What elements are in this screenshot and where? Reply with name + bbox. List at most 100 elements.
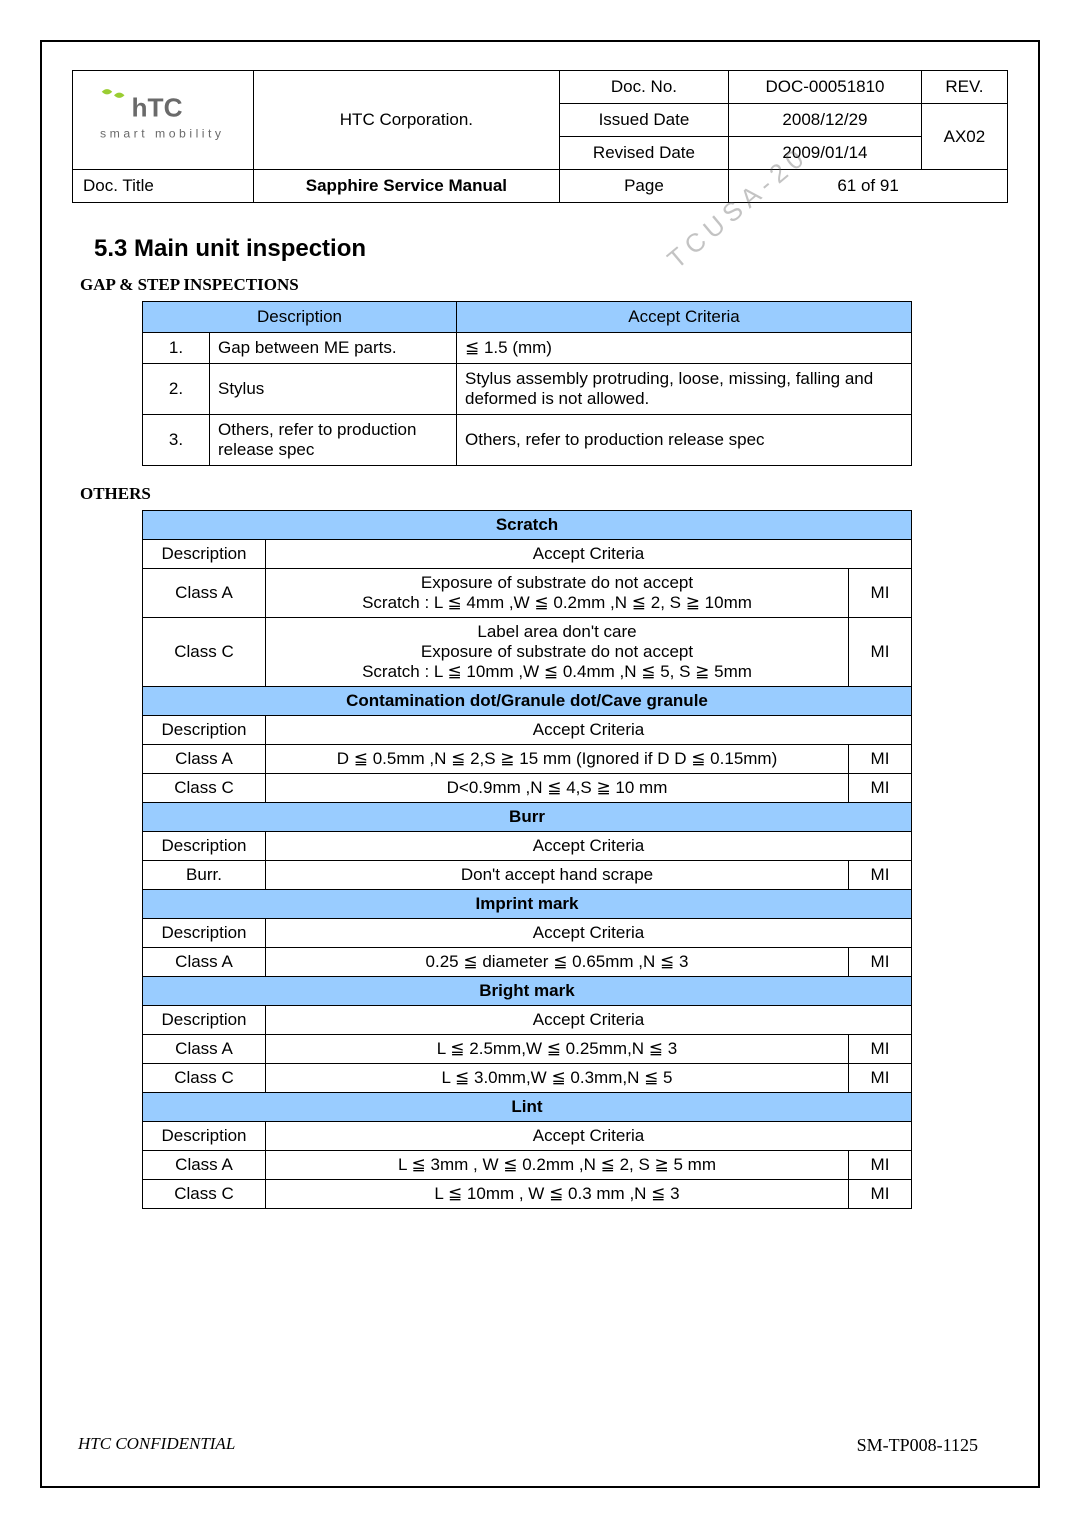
criteria-text: Don't accept hand scrape xyxy=(266,861,849,890)
gap-criteria: Others, refer to production release spec xyxy=(457,415,912,466)
criteria-text: 0.25 ≦ diameter ≦ 0.65mm ,N ≦ 3 xyxy=(266,948,849,977)
criteria-text: Label area don't careExposure of substra… xyxy=(266,618,849,687)
criteria-row: Class CL ≦ 10mm , W ≦ 0.3 mm ,N ≦ 3MI xyxy=(143,1180,912,1209)
section-title: 5.3 Main unit inspection xyxy=(94,235,1008,263)
criteria-text: D<0.9mm ,N ≦ 4,S ≧ 10 mm xyxy=(266,774,849,803)
criteria-header-row: DescriptionAccept Criteria xyxy=(143,919,912,948)
header-table: hTC smart mobility HTC Corporation. Doc.… xyxy=(72,70,1008,203)
criteria-mi: MI xyxy=(849,1035,912,1064)
criteria-class: Class A xyxy=(143,1035,266,1064)
category-name: Bright mark xyxy=(143,977,912,1006)
criteria-mi: MI xyxy=(849,569,912,618)
footer-code: SM-TP008-1125 xyxy=(857,1435,978,1456)
criteria-text: L ≦ 3mm , W ≦ 0.2mm ,N ≦ 2, S ≧ 5 mm xyxy=(266,1151,849,1180)
revised-date: 2009/01/14 xyxy=(729,137,922,170)
col-description: Description xyxy=(143,1006,266,1035)
revised-label: Revised Date xyxy=(559,137,728,170)
col-accept-criteria: Accept Criteria xyxy=(266,716,912,745)
doc-title-label: Doc. Title xyxy=(73,170,254,203)
gap-criteria: Stylus assembly protruding, loose, missi… xyxy=(457,364,912,415)
criteria-row: Class A0.25 ≦ diameter ≦ 0.65mm ,N ≦ 3MI xyxy=(143,948,912,977)
gap-criteria: ≦ 1.5 (mm) xyxy=(457,333,912,364)
footer-confidential: HTC CONFIDENTIAL xyxy=(78,1434,235,1454)
criteria-mi: MI xyxy=(849,1151,912,1180)
rev-label: REV. xyxy=(921,71,1007,104)
criteria-row: Class AL ≦ 3mm , W ≦ 0.2mm ,N ≦ 2, S ≧ 5… xyxy=(143,1151,912,1180)
gap-row: 1.Gap between ME parts.≦ 1.5 (mm) xyxy=(143,333,912,364)
issued-label: Issued Date xyxy=(559,104,728,137)
category-row: Bright mark xyxy=(143,977,912,1006)
gap-row: 2.StylusStylus assembly protruding, loos… xyxy=(143,364,912,415)
criteria-row: Class CD<0.9mm ,N ≦ 4,S ≧ 10 mmMI xyxy=(143,774,912,803)
criteria-text: D ≦ 0.5mm ,N ≦ 2,S ≧ 15 mm (Ignored if D… xyxy=(266,745,849,774)
col-accept-criteria: Accept Criteria xyxy=(266,1006,912,1035)
criteria-mi: MI xyxy=(849,774,912,803)
criteria-class: Class A xyxy=(143,1151,266,1180)
doc-no-label: Doc. No. xyxy=(559,71,728,104)
others-table: ScratchDescriptionAccept CriteriaClass A… xyxy=(142,510,912,1209)
corporation-name: HTC Corporation. xyxy=(254,71,560,170)
criteria-row: Burr.Don't accept hand scrapeMI xyxy=(143,861,912,890)
criteria-row: Class CL ≦ 3.0mm,W ≦ 0.3mm,N ≦ 5MI xyxy=(143,1064,912,1093)
category-name: Contamination dot/Granule dot/Cave granu… xyxy=(143,687,912,716)
col-accept-criteria: Accept Criteria xyxy=(266,540,912,569)
criteria-header-row: DescriptionAccept Criteria xyxy=(143,832,912,861)
svg-text:smart mobility: smart mobility xyxy=(100,126,225,140)
criteria-mi: MI xyxy=(849,745,912,774)
col-accept-criteria: Accept Criteria xyxy=(266,832,912,861)
category-row: Burr xyxy=(143,803,912,832)
criteria-class: Class C xyxy=(143,1064,266,1093)
criteria-class: Class A xyxy=(143,745,266,774)
criteria-mi: MI xyxy=(849,618,912,687)
category-row: Scratch xyxy=(143,511,912,540)
page-label: Page xyxy=(559,170,728,203)
gap-desc: Stylus xyxy=(210,364,457,415)
col-description: Description xyxy=(143,919,266,948)
criteria-class: Burr. xyxy=(143,861,266,890)
criteria-text: L ≦ 3.0mm,W ≦ 0.3mm,N ≦ 5 xyxy=(266,1064,849,1093)
issued-date: 2008/12/29 xyxy=(729,104,922,137)
gap-desc: Others, refer to production release spec xyxy=(210,415,457,466)
htc-logo: hTC smart mobility xyxy=(88,83,238,153)
criteria-header-row: DescriptionAccept Criteria xyxy=(143,1122,912,1151)
gap-col-desc: Description xyxy=(143,302,457,333)
criteria-mi: MI xyxy=(849,1064,912,1093)
criteria-mi: MI xyxy=(849,861,912,890)
gap-step-table: Description Accept Criteria 1.Gap betwee… xyxy=(142,301,912,466)
criteria-mi: MI xyxy=(849,948,912,977)
category-name: Imprint mark xyxy=(143,890,912,919)
svg-text:hTC: hTC xyxy=(132,92,183,122)
doc-title: Sapphire Service Manual xyxy=(254,170,560,203)
col-accept-criteria: Accept Criteria xyxy=(266,919,912,948)
criteria-class: Class C xyxy=(143,1180,266,1209)
category-row: Lint xyxy=(143,1093,912,1122)
criteria-header-row: DescriptionAccept Criteria xyxy=(143,1006,912,1035)
logo-cell: hTC smart mobility xyxy=(73,71,254,170)
criteria-row: Class CLabel area don't careExposure of … xyxy=(143,618,912,687)
col-description: Description xyxy=(143,832,266,861)
gap-index: 2. xyxy=(143,364,210,415)
criteria-text: L ≦ 2.5mm,W ≦ 0.25mm,N ≦ 3 xyxy=(266,1035,849,1064)
criteria-row: Class AExposure of substrate do not acce… xyxy=(143,569,912,618)
category-name: Lint xyxy=(143,1093,912,1122)
gap-row: 3.Others, refer to production release sp… xyxy=(143,415,912,466)
others-subhead: OTHERS xyxy=(80,484,1008,504)
criteria-class: Class C xyxy=(143,618,266,687)
col-accept-criteria: Accept Criteria xyxy=(266,1122,912,1151)
criteria-text: L ≦ 10mm , W ≦ 0.3 mm ,N ≦ 3 xyxy=(266,1180,849,1209)
doc-no: DOC-00051810 xyxy=(729,71,922,104)
gap-desc: Gap between ME parts. xyxy=(210,333,457,364)
gap-col-crit: Accept Criteria xyxy=(457,302,912,333)
page-number: 61 of 91 xyxy=(729,170,1008,203)
criteria-class: Class A xyxy=(143,569,266,618)
category-row: Contamination dot/Granule dot/Cave granu… xyxy=(143,687,912,716)
criteria-row: Class AD ≦ 0.5mm ,N ≦ 2,S ≧ 15 mm (Ignor… xyxy=(143,745,912,774)
gap-index: 3. xyxy=(143,415,210,466)
criteria-header-row: DescriptionAccept Criteria xyxy=(143,716,912,745)
criteria-text: Exposure of substrate do not acceptScrat… xyxy=(266,569,849,618)
rev: AX02 xyxy=(921,104,1007,170)
col-description: Description xyxy=(143,716,266,745)
criteria-header-row: DescriptionAccept Criteria xyxy=(143,540,912,569)
criteria-class: Class A xyxy=(143,948,266,977)
category-name: Scratch xyxy=(143,511,912,540)
